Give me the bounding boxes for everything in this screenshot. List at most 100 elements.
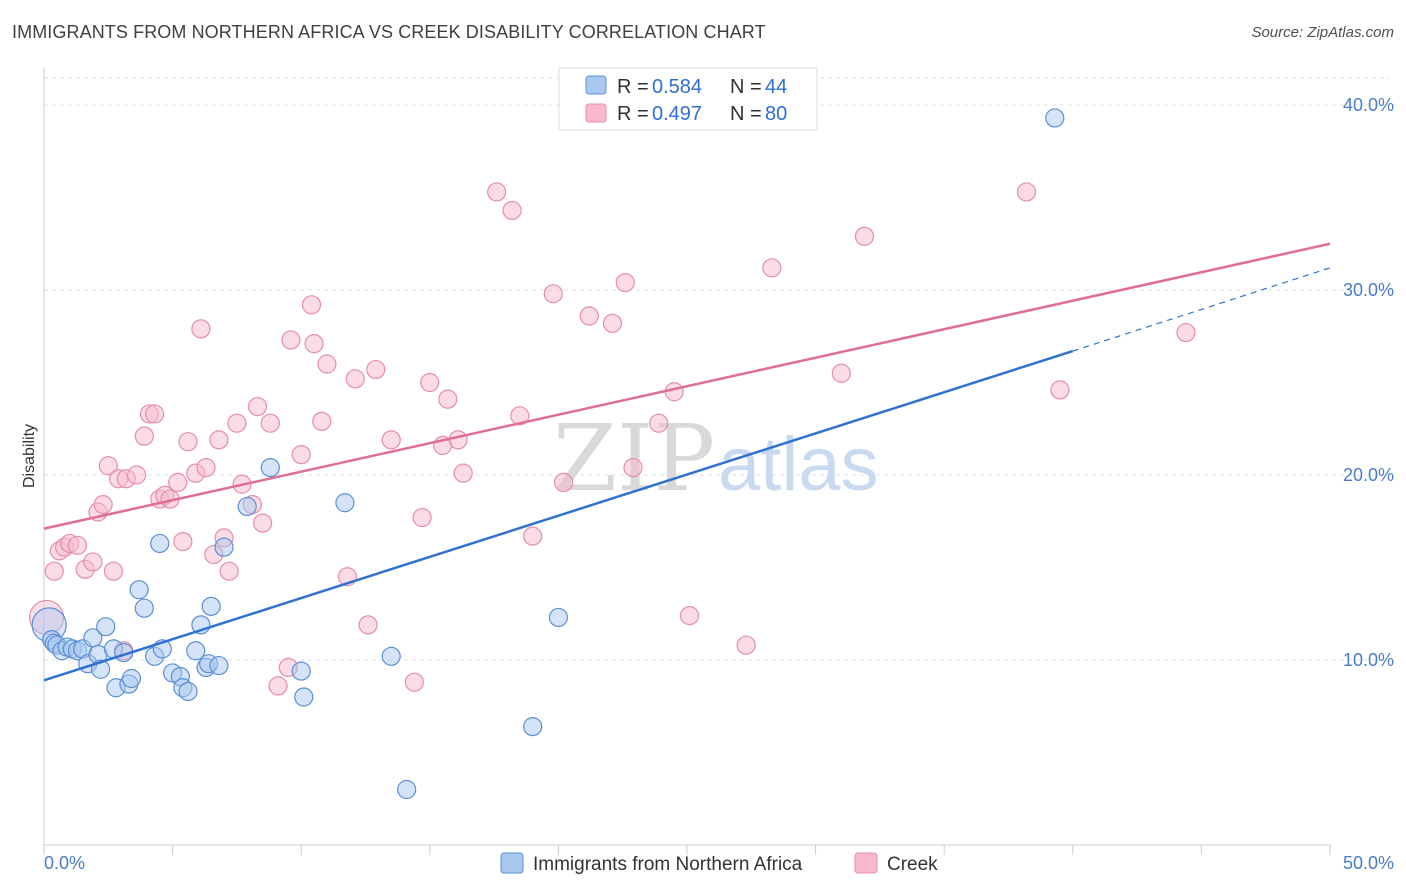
y-tick-label-30: 30.0% [1343,280,1394,300]
northern-africa-point-37 [291,661,311,681]
northern-africa-point-27 [178,681,198,702]
creek-point-55 [438,389,458,409]
creek-points [28,182,1196,696]
creek-point-49 [366,359,386,380]
creek-point-69 [664,382,684,402]
creek-point-63 [553,472,574,492]
creek-point-15 [126,465,147,485]
series-legend-label-pink: Creek [887,854,938,875]
creek-point-60 [510,406,530,426]
creek-point-42 [301,295,322,315]
creek-point-40 [281,330,301,350]
creek-point-50 [381,430,401,450]
creek-point-7 [83,552,103,572]
creek-point-76 [1050,380,1070,400]
creek-point-9 [93,495,113,515]
creek-point-64 [579,306,599,326]
watermark: ZIP atlas [553,405,879,512]
creek-point-32 [227,413,247,433]
creek-point-67 [623,458,643,478]
creek-point-36 [253,513,273,533]
legend-r-value-pink: 0.497 [652,103,702,125]
y-tick-labels: 10.0% 20.0% 30.0% 40.0% [1343,95,1394,670]
creek-point-59 [502,200,522,221]
series-legend: Immigrants from Northern Africa Creek [500,852,938,875]
creek-point-16 [134,426,154,446]
creek-point-68 [649,413,669,433]
northern-africa-point-28 [186,641,206,661]
creek-point-37 [260,413,280,433]
legend-swatch-pink [585,103,607,123]
northern-africa-point-36 [260,458,280,478]
northern-africa-point-20 [134,598,154,618]
creek-point-51 [404,672,424,692]
northern-africa-point-44 [1045,108,1065,128]
northern-africa-point-43 [548,607,569,628]
northern-africa-point-34 [214,537,234,557]
legend-n-value-pink: 80 [765,103,787,125]
creek-point-53 [420,372,440,393]
x-ticks [43,845,1331,855]
northern-africa-point-35 [237,496,257,517]
creek-point-74 [854,226,875,246]
creek-point-43 [304,334,324,354]
chart-title: IMMIGRANTS FROM NORTHERN AFRICA VS CREEK… [12,22,766,42]
creek-point-66 [615,273,635,293]
creek-point-22 [168,472,188,492]
creek-point-48 [358,615,378,635]
creek-point-18 [144,404,165,424]
creek-point-75 [1016,182,1037,202]
y-tick-label-40: 40.0% [1343,95,1394,115]
northern-africa-point-18 [121,668,142,689]
northern-africa-point-13 [96,617,116,637]
creek-point-10 [98,456,118,476]
x-tick-label-min: 0.0% [44,853,85,873]
trend-lines [43,242,1331,682]
northern-africa-point-22 [150,533,170,554]
northern-africa-point-19 [129,580,149,600]
y-axis-label: Disability [21,424,38,488]
creek-point-35 [247,396,268,417]
creek-point-1 [44,561,64,581]
creek-point-58 [487,182,507,202]
creek-point-65 [602,313,623,333]
northern-africa-point-41 [397,779,417,800]
creek-point-47 [345,369,365,389]
creek-point-70 [679,605,700,626]
creek-point-56 [448,430,468,450]
creek-point-23 [173,531,193,552]
creek-point-11 [103,561,124,581]
series-legend-swatch-blue [500,852,524,874]
legend-n-label-pink: N = [730,103,762,125]
legend-n-value-blue: 44 [765,76,787,98]
creek-point-45 [317,354,337,374]
creek-point-62 [543,284,563,304]
northern-africa-point-32 [201,596,221,616]
grid-lines [44,77,1390,661]
stats-legend: R = 0.584 N = 44 R = 0.497 N = 80 [558,67,818,131]
northern-africa-point-38 [294,687,314,707]
legend-r-label-pink: R = [617,103,649,125]
pink-trend-line [43,242,1331,530]
x-tick-label-max: 50.0% [1343,853,1394,873]
creek-point-71 [736,635,756,655]
northern-africa-point-40 [381,646,401,666]
creek-point-44 [312,411,332,431]
northern-africa-point-42 [523,716,543,737]
creek-point-73 [831,363,851,383]
northern-africa-point-39 [335,493,355,513]
creek-point-72 [762,258,782,278]
creek-point-38 [268,676,288,696]
northern-africa-point-33 [209,655,229,676]
legend-r-value-blue: 0.584 [652,76,702,98]
series-legend-swatch-pink [854,852,878,874]
creek-point-27 [196,458,216,478]
creek-point-24 [178,432,198,452]
blue-trend-extension [1072,267,1331,352]
northern-africa-points [31,108,1065,800]
legend-n-label-blue: N = [730,76,762,98]
series-legend-label-blue: Immigrants from Northern Africa [533,854,803,875]
chart-source: Source: ZipAtlas.com [1251,24,1394,41]
creek-point-61 [523,526,543,546]
